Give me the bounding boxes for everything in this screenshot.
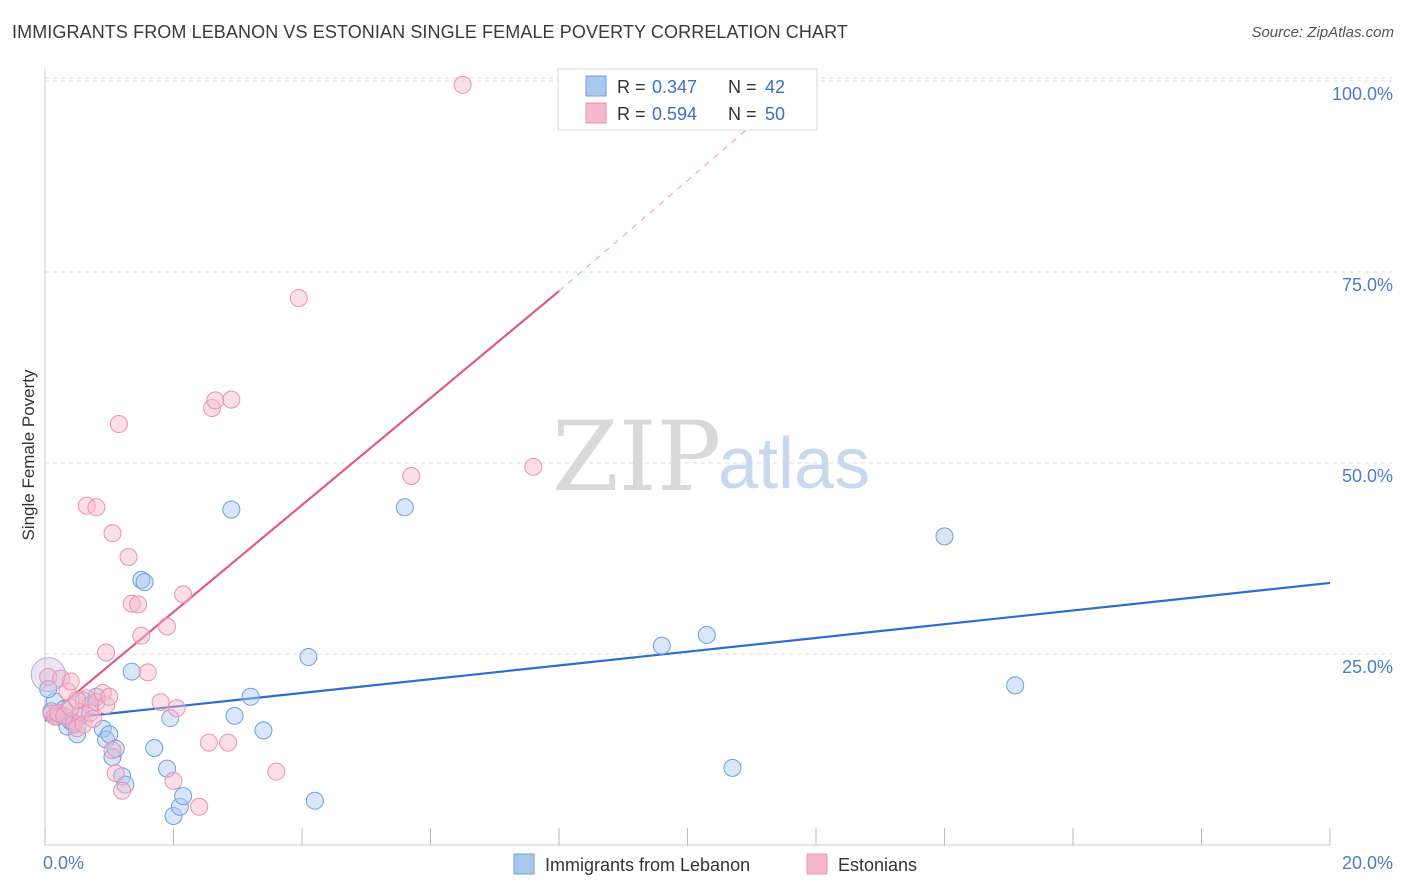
- point-estonians[interactable]: [167, 699, 186, 718]
- point-estonians[interactable]: [119, 547, 138, 566]
- point-estonians[interactable]: [222, 390, 241, 409]
- point-estonians[interactable]: [151, 693, 170, 712]
- point-estonians[interactable]: [103, 524, 122, 543]
- point-estonians[interactable]: [132, 626, 151, 645]
- point-estonians[interactable]: [74, 715, 93, 734]
- point-estonians[interactable]: [77, 689, 96, 708]
- point-lebanon[interactable]: [723, 758, 742, 777]
- legend-r-value: 0.594: [652, 104, 697, 124]
- trend-line-lebanon: [44, 581, 1331, 722]
- legend-swatch-bottom: [513, 853, 535, 875]
- y-tick-label: 25.0%: [1342, 657, 1393, 677]
- point-estonians[interactable]: [68, 690, 87, 709]
- point-estonians[interactable]: [199, 733, 218, 752]
- point-estonians[interactable]: [100, 687, 119, 706]
- point-estonians[interactable]: [164, 771, 183, 790]
- legend-n-value: 50: [765, 104, 785, 124]
- y-axis-title: Single Female Poverty: [19, 369, 38, 541]
- point-lebanon[interactable]: [135, 573, 154, 592]
- point-estonians[interactable]: [267, 762, 286, 781]
- point-lebanon[interactable]: [652, 636, 671, 655]
- point-lebanon[interactable]: [122, 662, 141, 681]
- point-lebanon[interactable]: [145, 738, 164, 757]
- trend-line-estonians: [44, 290, 560, 720]
- grid-lines: [45, 77, 1392, 655]
- data-points: [30, 75, 1025, 825]
- point-estonians[interactable]: [289, 288, 308, 307]
- legend-swatch: [585, 75, 607, 97]
- point-estonians[interactable]: [84, 709, 103, 728]
- point-estonians[interactable]: [206, 391, 225, 410]
- chart-title: IMMIGRANTS FROM LEBANON VS ESTONIAN SING…: [12, 22, 848, 42]
- x-tick-labels: 0.0% 20.0%: [43, 853, 1393, 873]
- point-estonians[interactable]: [138, 663, 157, 682]
- legend-r-label: R =: [617, 77, 646, 97]
- point-lebanon[interactable]: [225, 706, 244, 725]
- point-estonians[interactable]: [129, 595, 148, 614]
- point-lebanon[interactable]: [97, 730, 116, 749]
- point-lebanon[interactable]: [935, 527, 954, 546]
- legend-swatch-bottom: [806, 853, 828, 875]
- point-lebanon[interactable]: [241, 687, 260, 706]
- point-lebanon[interactable]: [254, 721, 273, 740]
- point-estonians[interactable]: [174, 585, 193, 604]
- point-lebanon[interactable]: [68, 725, 87, 744]
- point-large[interactable]: [30, 657, 66, 693]
- point-estonians[interactable]: [61, 672, 80, 691]
- point-lebanon[interactable]: [305, 791, 324, 810]
- point-lebanon[interactable]: [697, 625, 716, 644]
- x-tick-label: 0.0%: [43, 853, 84, 873]
- point-estonians[interactable]: [97, 643, 116, 662]
- watermark: ZIP atlas: [552, 401, 870, 513]
- legend-bottom: Immigrants from Lebanon Estonians: [513, 853, 917, 875]
- point-lebanon[interactable]: [395, 498, 414, 517]
- point-estonians[interactable]: [106, 764, 125, 783]
- watermark-zip: ZIP: [552, 401, 721, 513]
- point-estonians[interactable]: [219, 733, 238, 752]
- x-tick-label: 20.0%: [1342, 853, 1393, 873]
- legend-r-label: R =: [617, 104, 646, 124]
- point-lebanon[interactable]: [170, 797, 189, 816]
- point-lebanon[interactable]: [299, 648, 318, 667]
- point-estonians[interactable]: [109, 415, 128, 434]
- point-estonians[interactable]: [61, 698, 80, 717]
- axes: [44, 68, 1331, 846]
- source-label: Source: ZipAtlas.com: [1251, 24, 1394, 41]
- point-estonians[interactable]: [87, 498, 106, 517]
- legend-swatch: [585, 102, 607, 124]
- y-tick-label: 100.0%: [1332, 84, 1393, 104]
- legend-n-value: 42: [765, 77, 785, 97]
- y-tick-label: 50.0%: [1342, 466, 1393, 486]
- legend-n-label: N =: [728, 104, 757, 124]
- point-estonians[interactable]: [77, 496, 96, 515]
- y-tick-labels: 25.0% 50.0% 75.0% 100.0%: [1332, 84, 1393, 677]
- point-lebanon[interactable]: [174, 787, 193, 806]
- point-estonians[interactable]: [402, 466, 421, 485]
- point-estonians[interactable]: [103, 741, 122, 760]
- point-estonians[interactable]: [113, 781, 132, 800]
- point-estonians[interactable]: [39, 667, 58, 686]
- point-lebanon[interactable]: [222, 500, 241, 519]
- point-lebanon[interactable]: [161, 709, 180, 728]
- point-lebanon[interactable]: [132, 570, 151, 589]
- legend-r-value: 0.347: [652, 77, 697, 97]
- point-estonians[interactable]: [64, 713, 83, 732]
- point-estonians[interactable]: [453, 75, 472, 94]
- point-lebanon[interactable]: [106, 739, 125, 758]
- y-tick-label: 75.0%: [1342, 275, 1393, 295]
- legend-n-label: N =: [728, 77, 757, 97]
- point-estonians[interactable]: [190, 797, 209, 816]
- point-estonians[interactable]: [122, 594, 141, 613]
- point-lebanon[interactable]: [164, 806, 183, 825]
- point-estonians[interactable]: [158, 617, 177, 636]
- point-estonians[interactable]: [524, 457, 543, 476]
- legend-label-bottom: Estonians: [838, 855, 917, 875]
- point-lebanon[interactable]: [1006, 676, 1025, 695]
- watermark-atlas: atlas: [718, 424, 870, 504]
- legend-top: R = 0.347 N = 42 R = 0.594 N = 50: [557, 68, 818, 131]
- legend-label-bottom: Immigrants from Lebanon: [545, 855, 750, 875]
